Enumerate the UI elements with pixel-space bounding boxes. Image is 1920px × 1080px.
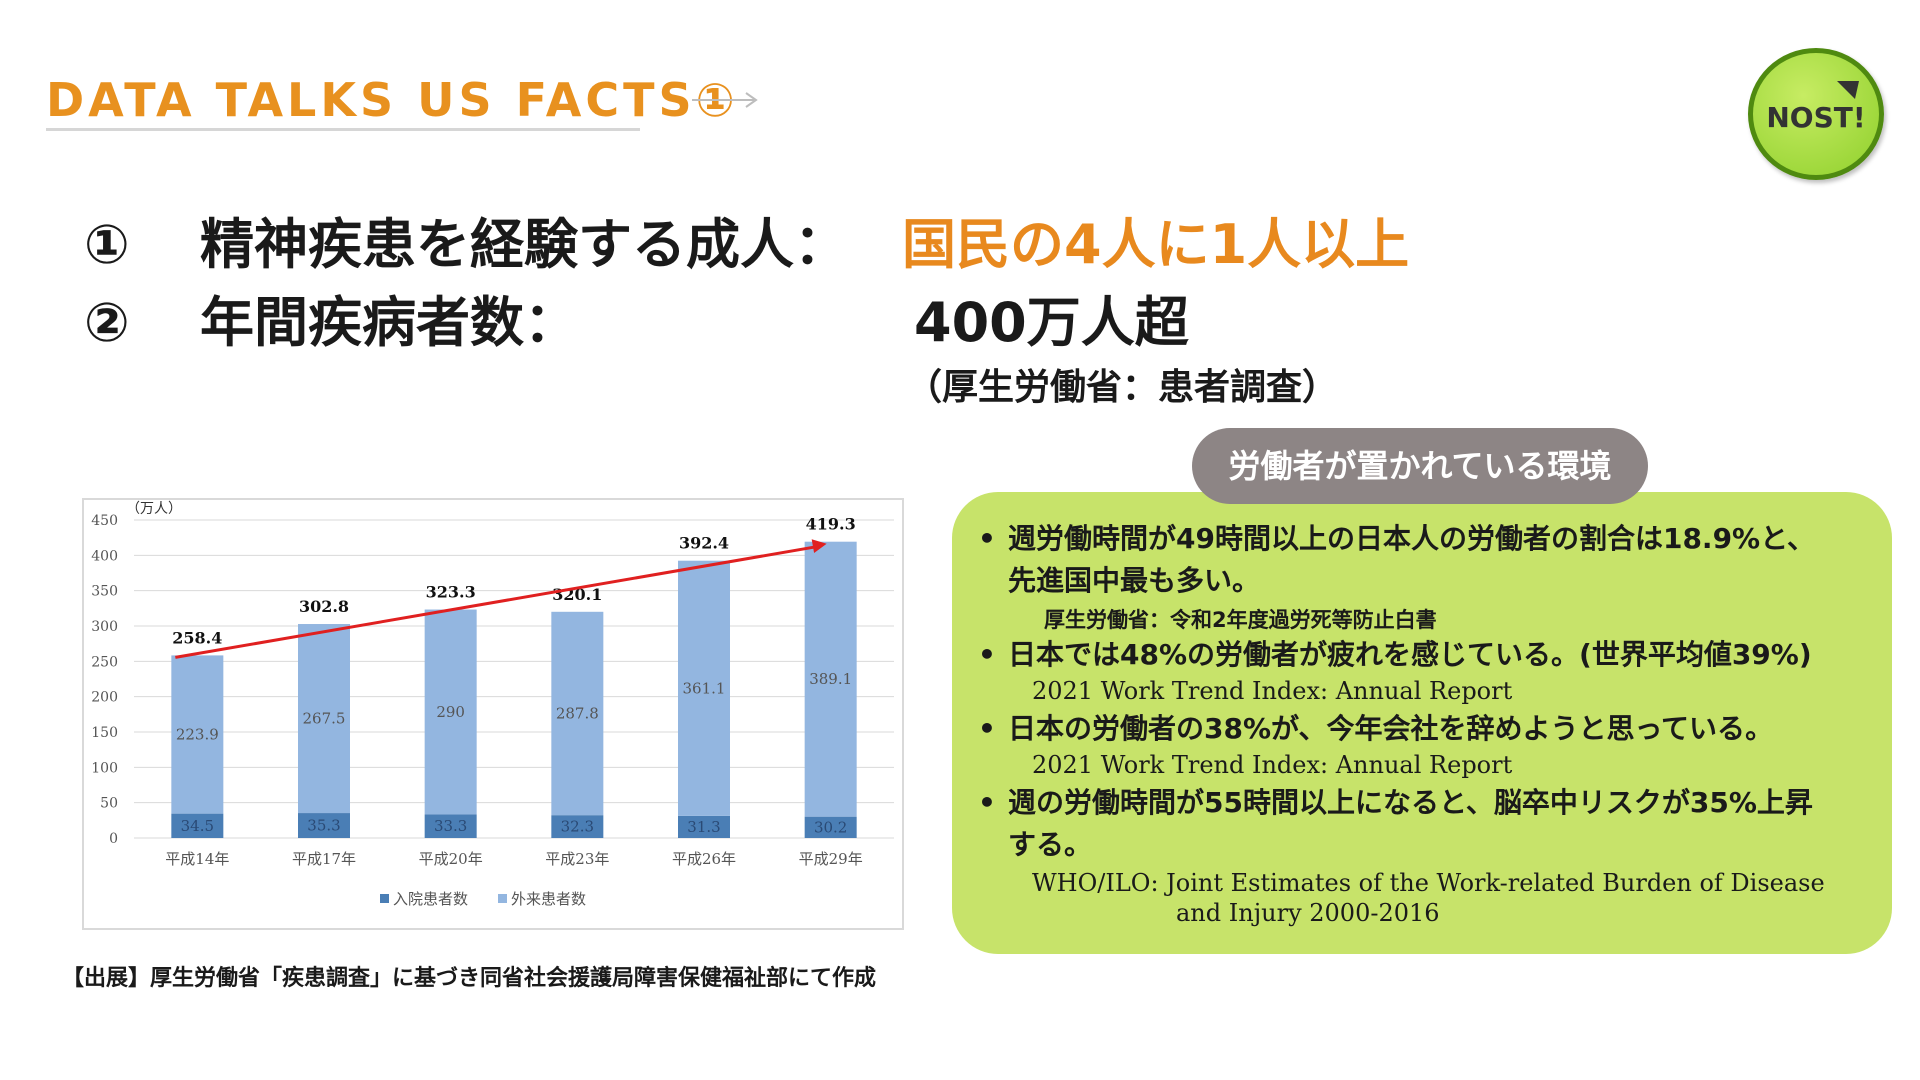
nost-logo: NOST! (1748, 48, 1884, 180)
y-tick-label: 350 (91, 584, 118, 600)
bullet-dot-icon: • (978, 712, 996, 745)
bar-outpatient (424, 609, 477, 815)
data-label-outpatient: 223.9 (176, 726, 219, 744)
bar-inpatient (298, 813, 350, 838)
y-tick-label: 0 (109, 831, 118, 847)
legend-swatch (380, 894, 389, 903)
bullet-dot-icon: • (978, 638, 996, 671)
data-label-outpatient: 361.1 (683, 679, 726, 697)
x-tick-label: 平成17年 (292, 850, 356, 868)
y-tick-label: 300 (91, 619, 118, 635)
bullet-text: 週労働時間が49時間以上の日本人の労働者の割合は18.9%と、 (1008, 522, 1815, 555)
y-unit-label: （万人） (126, 501, 182, 517)
x-tick-label: 平成23年 (545, 850, 609, 868)
list-item: • 週労働時間が49時間以上の日本人の労働者の割合は18.9%と、 (978, 518, 1815, 560)
legend-label: 入院患者数 (393, 890, 468, 908)
list-item: • 週の労働時間が55時間以上になると、脳卒中リスクが35%上昇 (978, 782, 1813, 824)
data-label-inpatient: 34.5 (181, 817, 214, 835)
bar-outpatient (678, 560, 730, 816)
bullet-source-cont: and Injury 2000-2016 (1176, 899, 1440, 927)
title-underline (46, 128, 640, 131)
bar-inpatient (804, 816, 857, 838)
fact2-value: 400万人超 (914, 291, 1189, 354)
fact1-label: 精神疾患を経験する成人： (200, 213, 848, 276)
legend-swatch (498, 894, 507, 903)
y-tick-label: 150 (91, 725, 118, 741)
bar-outpatient (551, 611, 604, 816)
fact2-label: 年間疾病者数： (200, 291, 578, 354)
bullet-continuation: 先進国中最も多い。 (1008, 564, 1261, 597)
bullet-source: WHO/ILO: Joint Estimates of the Work-rel… (1032, 869, 1825, 897)
x-tick-label: 平成20年 (419, 850, 483, 868)
bullet-text: 日本の労働者の38%が、今年会社を辞めようと思っている。 (1008, 712, 1774, 745)
chart-source-note: 【出展】厚生労働省「疾患調査」に基づき同省社会援護局障害保健福祉部にて作成 (62, 966, 877, 991)
bar-inpatient (171, 813, 224, 838)
logo-text: NOST! (1766, 101, 1866, 134)
environment-panel (952, 492, 1892, 954)
triangle-icon (1837, 81, 1859, 99)
panel-title: 労働者が置かれている環境 (1192, 428, 1648, 504)
arrow-right-icon (692, 92, 758, 108)
data-label-outpatient: 290 (436, 703, 465, 721)
bar-inpatient (424, 814, 477, 838)
data-label-outpatient: 389.1 (809, 670, 852, 688)
bullet-source: 厚生労働省：令和2年度過労死等防止白書 (1044, 608, 1437, 632)
y-tick-label: 450 (91, 513, 118, 529)
y-tick-label: 200 (91, 690, 118, 706)
y-tick-label: 250 (91, 654, 118, 670)
bullet-text: 日本では48%の労働者が疲れを感じている。(世界平均値39%) (1008, 638, 1812, 671)
facts-source: （厚生労働省：患者調査） (906, 367, 1339, 408)
data-label-total: 323.3 (426, 583, 476, 602)
bullet-source: 2021 Work Trend Index: Annual Report (1032, 677, 1513, 705)
trend-arrow-head-icon (811, 539, 827, 553)
bullet-continuation: する。 (1008, 828, 1093, 861)
fact1-value: 国民の4人に1人以上 (902, 213, 1410, 276)
y-tick-label: 400 (91, 548, 118, 564)
bar-inpatient (678, 815, 730, 838)
x-tick-label: 平成26年 (672, 850, 736, 868)
data-label-inpatient: 31.3 (687, 818, 720, 836)
legend-label: 外来患者数 (511, 890, 586, 908)
list-item: • 日本では48%の労働者が疲れを感じている。(世界平均値39%) (978, 634, 1812, 676)
data-label-total: 392.4 (679, 534, 729, 553)
page-title: DATA TALKS US FACTS① (46, 73, 739, 127)
data-label-inpatient: 35.3 (307, 817, 340, 835)
chart-trend (175, 539, 827, 659)
data-label-total: 258.4 (172, 628, 222, 647)
y-tick-label: 100 (91, 760, 118, 776)
bullet-source: 2021 Work Trend Index: Annual Report (1032, 751, 1513, 779)
data-label-inpatient: 32.3 (561, 818, 594, 836)
bullet-dot-icon: • (978, 522, 996, 555)
data-label-total: 302.8 (299, 597, 349, 616)
fact1-number: ① (84, 213, 130, 276)
fact2-number: ② (84, 291, 130, 354)
bar-outpatient (298, 624, 350, 814)
patients-bar-chart: 0 50 100 150 200 250 300 350 400 450 （万人） 34.5 223.… (91, 501, 894, 908)
list-item: • 日本の労働者の38%が、今年会社を辞めようと思っている。 (978, 708, 1773, 750)
chart-labels: 34.5 223.9 258.4 平成14年 35.3 267.5 302.8 平成17年 33… (165, 515, 862, 868)
bullet-dot-icon: • (978, 786, 996, 819)
data-label-outpatient: 287.8 (556, 704, 599, 722)
data-label-total: 419.3 (806, 515, 856, 534)
chart-bars (171, 541, 857, 838)
bar-outpatient (804, 541, 857, 817)
data-label-inpatient: 30.2 (814, 818, 847, 836)
chart-legend: 入院患者数 外来患者数 (380, 890, 586, 908)
y-tick-label: 50 (100, 796, 118, 812)
bar-inpatient (551, 815, 604, 838)
data-label-inpatient: 33.3 (434, 817, 467, 835)
x-tick-label: 平成29年 (799, 850, 863, 868)
bullet-text: 週の労働時間が55時間以上になると、脳卒中リスクが35%上昇 (1008, 786, 1813, 819)
bar-outpatient (171, 655, 224, 814)
trend-arrow-line (175, 545, 817, 659)
data-label-outpatient: 267.5 (303, 710, 346, 728)
x-tick-label: 平成14年 (165, 850, 229, 868)
